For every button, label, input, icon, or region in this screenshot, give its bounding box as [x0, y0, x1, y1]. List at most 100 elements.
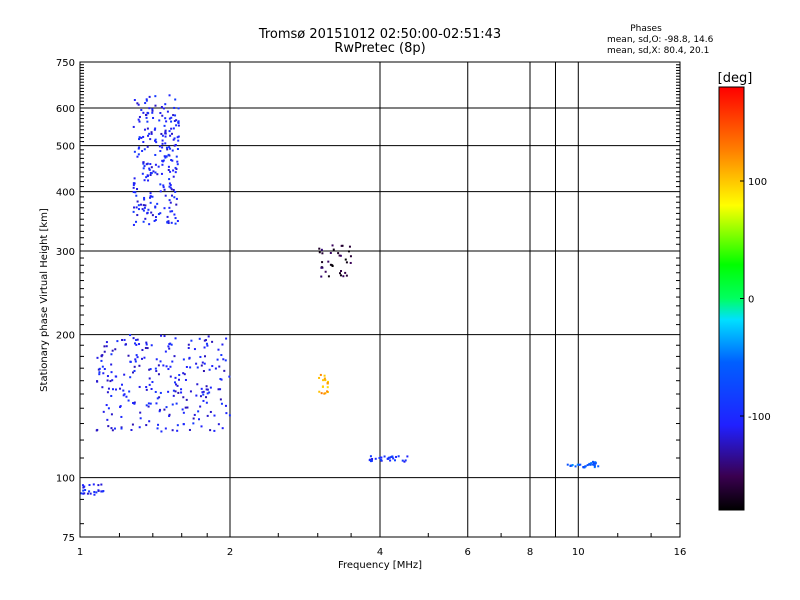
- data-point: [136, 200, 139, 203]
- data-point: [137, 208, 140, 211]
- data-point: [172, 188, 175, 191]
- data-point: [175, 168, 178, 171]
- data-point: [205, 342, 208, 345]
- data-point: [327, 275, 330, 278]
- data-point: [110, 413, 113, 416]
- data-point: [149, 368, 152, 371]
- data-point: [591, 460, 594, 463]
- data-point: [326, 381, 329, 384]
- data-point: [168, 206, 171, 209]
- data-point: [83, 492, 86, 495]
- data-point: [220, 402, 223, 405]
- data-point: [155, 402, 158, 405]
- data-point: [139, 417, 142, 420]
- data-point: [141, 348, 144, 351]
- data-point: [220, 378, 223, 381]
- data-point: [192, 422, 195, 425]
- data-point: [101, 365, 104, 368]
- data-point: [369, 460, 372, 463]
- data-point: [155, 358, 158, 361]
- data-point: [166, 215, 169, 218]
- data-point: [137, 118, 140, 121]
- data-point: [389, 459, 392, 462]
- data-point: [138, 136, 141, 139]
- data-point: [133, 206, 136, 209]
- data-point: [324, 270, 327, 273]
- data-point: [116, 340, 119, 343]
- data-point: [134, 360, 137, 363]
- data-point: [137, 204, 140, 207]
- data-point: [185, 365, 188, 368]
- data-point: [217, 423, 220, 426]
- data-point: [172, 169, 175, 172]
- data-point: [151, 109, 154, 112]
- data-point: [154, 104, 157, 107]
- data-point: [135, 206, 138, 209]
- data-point: [133, 401, 136, 404]
- data-point: [143, 148, 146, 151]
- data-point: [320, 392, 323, 395]
- data-point: [154, 219, 157, 222]
- data-point: [213, 429, 216, 432]
- data-point: [174, 190, 177, 193]
- data-point: [189, 390, 192, 393]
- data-point: [228, 414, 231, 417]
- data-point: [171, 149, 174, 152]
- data-point: [144, 217, 147, 220]
- data-point: [144, 204, 147, 207]
- data-point: [206, 392, 209, 395]
- data-point: [174, 390, 177, 393]
- data-point: [387, 457, 390, 460]
- data-point: [181, 408, 184, 411]
- data-point: [161, 163, 164, 166]
- data-point: [177, 121, 180, 124]
- data-point: [162, 364, 165, 367]
- plot-frame: [79, 61, 681, 538]
- data-point: [160, 430, 163, 433]
- data-point: [176, 136, 179, 139]
- data-point: [320, 248, 323, 251]
- data-point: [144, 113, 147, 116]
- colorbar-tick-label: -100: [748, 412, 771, 423]
- data-point: [327, 380, 330, 383]
- data-point: [164, 194, 167, 197]
- data-point: [82, 486, 85, 489]
- data-point: [331, 264, 334, 267]
- data-point: [209, 386, 212, 389]
- data-point: [156, 427, 159, 430]
- data-point: [171, 210, 174, 213]
- data-point: [168, 146, 171, 149]
- data-point: [321, 385, 324, 388]
- data-point: [217, 348, 220, 351]
- data-point: [162, 107, 165, 110]
- data-point: [103, 368, 106, 371]
- data-point: [164, 142, 167, 145]
- data-point: [326, 390, 329, 393]
- data-point: [327, 260, 330, 263]
- data-point: [171, 429, 174, 432]
- data-point: [349, 261, 352, 264]
- data-point: [202, 390, 205, 393]
- data-point: [95, 491, 98, 494]
- data-point: [188, 428, 191, 431]
- data-point: [123, 338, 126, 341]
- data-point: [167, 168, 170, 171]
- data-point: [176, 384, 179, 387]
- data-point: [593, 464, 596, 467]
- data-point: [225, 337, 228, 340]
- data-point: [123, 373, 126, 376]
- data-point: [145, 341, 148, 344]
- grid-lines: [80, 62, 680, 537]
- data-point: [391, 455, 394, 458]
- data-point: [147, 134, 150, 137]
- data-point: [349, 255, 352, 258]
- data-point: [138, 120, 141, 123]
- y-axis-label: Stationary phase Virtual Height [km]: [39, 208, 50, 392]
- data-point: [143, 165, 146, 168]
- data-point: [202, 399, 205, 402]
- data-point: [223, 369, 226, 372]
- data-point: [138, 426, 141, 429]
- data-point: [173, 196, 176, 199]
- data-point: [177, 120, 180, 123]
